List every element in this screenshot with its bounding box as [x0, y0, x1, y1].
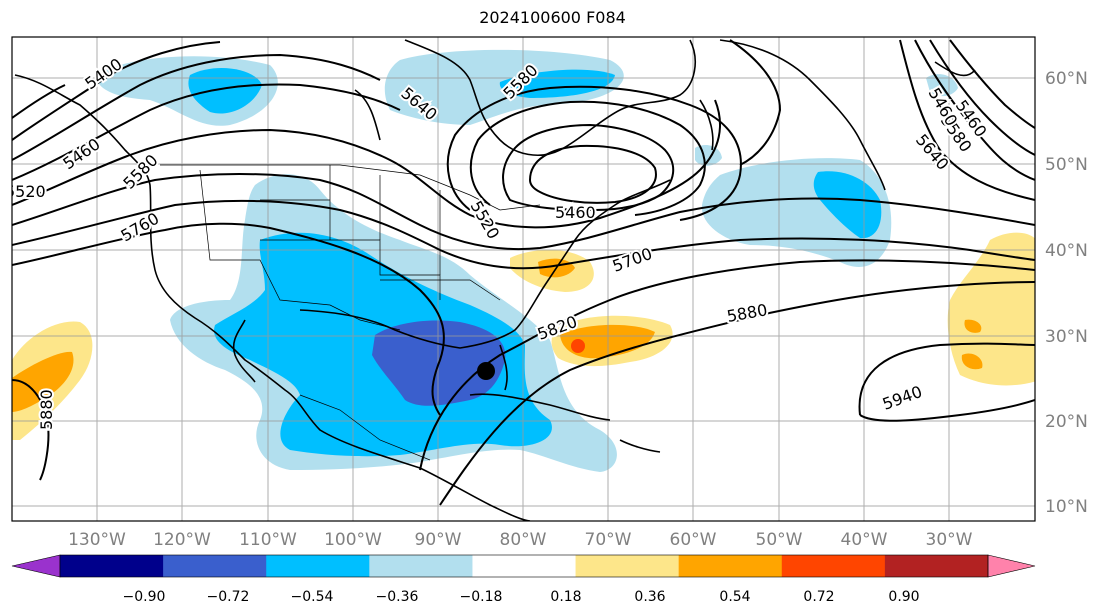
lon-label: 100°W	[324, 530, 382, 550]
contour-5700	[12, 199, 1035, 270]
colorbar-segment	[60, 555, 164, 577]
colorbar-segment	[884, 555, 989, 577]
contour-5580	[12, 53, 381, 161]
lon-label: 50°W	[756, 530, 803, 550]
colorbar-extend-high	[987, 554, 1036, 578]
colorbar-segment	[678, 555, 783, 577]
contour-label: 5880	[37, 389, 56, 430]
colorbar-segment	[472, 555, 577, 577]
map-frame	[11, 36, 1036, 522]
colorbar-tick: 0.36	[634, 589, 665, 605]
lon-label: 30°W	[926, 530, 973, 550]
colorbar-segment	[163, 555, 267, 577]
height-contours	[12, 39, 1035, 506]
lon-label: 60°W	[670, 530, 717, 550]
colorbar-tick: −0.18	[460, 589, 503, 605]
colorbar-segment	[575, 555, 680, 577]
map-title: 2024100600 F084	[479, 8, 626, 27]
borders	[160, 164, 541, 461]
lat-label: 10°N	[1045, 497, 1088, 517]
colorbar-ticks: −0.90 −0.72 −0.54 −0.36 −0.18 0.18 0.36 …	[123, 589, 920, 605]
colorbar-segment	[781, 555, 886, 577]
lat-label: 30°N	[1045, 327, 1088, 347]
contour-label: 5520	[5, 182, 46, 201]
contour-5760	[12, 222, 445, 416]
colorbar-segment	[369, 555, 473, 577]
contour-5820	[419, 259, 1035, 471]
contour-5460	[528, 144, 657, 204]
colorbar-tick: 0.72	[803, 589, 834, 605]
colorbar	[11, 554, 1036, 578]
lat-labels: 60°N 50°N 40°N 30°N 20°N 10°N	[1045, 69, 1088, 517]
colorbar-frame	[59, 554, 989, 578]
lon-label: 80°W	[500, 530, 547, 550]
lon-label: 110°W	[239, 530, 297, 550]
lon-labels: 130°W 120°W 110°W 100°W 90°W 80°W 70°W 6…	[68, 530, 973, 550]
contour-5940	[858, 342, 1035, 416]
lat-label: 50°N	[1045, 155, 1088, 175]
lat-label: 20°N	[1045, 412, 1088, 432]
colorbar-tick: 0.18	[550, 589, 581, 605]
colorbar-tick: −0.90	[123, 589, 166, 605]
colorbar-tick: −0.36	[376, 589, 419, 605]
colorbar-tick: −0.72	[207, 589, 250, 605]
map-panel: 5400 5640 5580 5460 5520 5460 5580 5760 …	[5, 37, 1035, 521]
contour-5880	[439, 281, 1035, 506]
contour-5640	[12, 99, 721, 229]
colorbar-extend-low	[11, 554, 61, 578]
colorbar-tick: 0.54	[719, 589, 750, 605]
lon-label: 40°W	[841, 530, 888, 550]
colorbar-tick: −0.54	[291, 589, 334, 605]
anomaly-eastatlantic	[947, 232, 1035, 386]
lon-label: 90°W	[415, 530, 462, 550]
lon-label: 130°W	[68, 530, 126, 550]
lat-label: 40°N	[1045, 241, 1088, 261]
lon-label: 70°W	[585, 530, 632, 550]
contour-5520	[12, 41, 221, 141]
colorbar-segment	[266, 555, 370, 577]
lon-label: 120°W	[153, 530, 211, 550]
storm-center-marker	[477, 362, 495, 380]
colorbar-tick: 0.90	[888, 589, 919, 605]
lat-label: 60°N	[1045, 69, 1088, 89]
contour-label: 5460	[555, 203, 596, 222]
